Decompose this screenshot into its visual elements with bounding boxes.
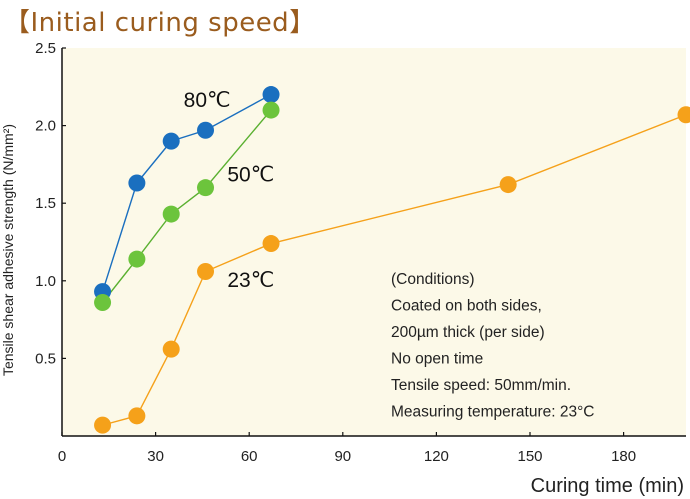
condition-line: (Conditions) [391, 271, 475, 288]
condition-line: Coated on both sides, [391, 298, 542, 315]
data-point [128, 250, 146, 268]
x-tick-label: 30 [147, 448, 164, 465]
y-tick-label: 2.0 [35, 118, 56, 135]
condition-line: 200µm thick (per side) [391, 324, 545, 341]
series-label: 50℃ [227, 163, 274, 186]
data-point [162, 132, 180, 150]
series-labels: 80℃ 50℃ 23℃ [184, 89, 275, 292]
data-point [128, 174, 146, 192]
data-point [128, 407, 146, 425]
data-point [197, 179, 215, 197]
y-axis-label: Tensile shear adhesive strength (N/mm²) [0, 124, 16, 376]
x-tick-label: 180 [611, 448, 636, 465]
series-points [94, 86, 690, 434]
chart-title: 【Initial curing speed】 [4, 8, 316, 38]
x-tick-label: 120 [424, 448, 449, 465]
series-label: 80℃ [184, 89, 231, 112]
data-point [94, 416, 112, 434]
data-point [499, 176, 517, 194]
data-point [262, 101, 280, 119]
conditions-box: (Conditions) Coated on both sides, 200µm t… [391, 271, 595, 421]
data-point [197, 121, 215, 139]
y-tick-label: 1.5 [35, 195, 56, 212]
condition-line: Measuring temperature: 23°C [391, 404, 595, 421]
data-point [677, 106, 690, 124]
tick-labels: 0 30 60 90 120 150 180 0.5 1.0 1.5 2.0 2.5 [35, 40, 636, 465]
y-tick-label: 2.5 [35, 40, 56, 57]
data-point [94, 294, 112, 312]
x-tick-label: 150 [517, 448, 542, 465]
data-point [197, 262, 215, 280]
x-tick-label: 60 [241, 448, 258, 465]
axes [61, 47, 686, 437]
x-axis-label: Curing time (min) [531, 475, 684, 497]
x-tick-label: 0 [58, 448, 66, 465]
data-point [162, 205, 180, 223]
plot-background [62, 48, 686, 436]
data-point [262, 235, 280, 253]
condition-line: Tensile speed: 50mm/min. [391, 377, 571, 394]
condition-line: No open time [391, 351, 483, 368]
data-point [162, 340, 180, 358]
y-tick-label: 1.0 [35, 273, 56, 290]
series-label: 23℃ [227, 269, 274, 292]
data-point [262, 86, 280, 104]
y-tick-label: 0.5 [35, 350, 56, 367]
x-tick-label: 90 [334, 448, 351, 465]
